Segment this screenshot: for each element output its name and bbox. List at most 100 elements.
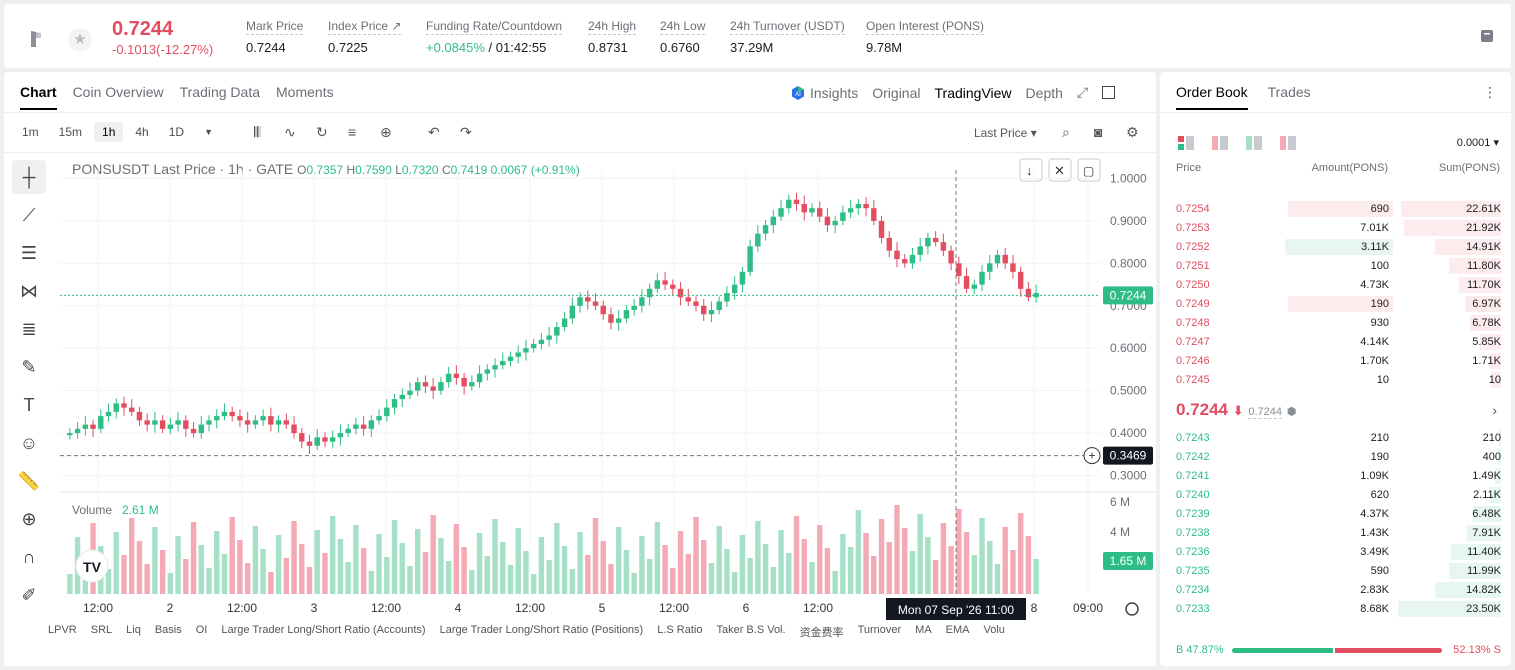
tab-original[interactable]: Original xyxy=(872,84,921,101)
tab-chart[interactable]: Chart xyxy=(20,84,57,110)
volume-bar xyxy=(554,523,560,594)
ask-row[interactable]: 0.7246 1.70K 1.71K xyxy=(1176,352,1501,370)
bid-row[interactable]: 0.7241 1.09K 1.49K xyxy=(1176,467,1501,485)
book-asks-view-icon[interactable] xyxy=(1212,136,1228,150)
ask-row[interactable]: 0.7252 3.11K 14.91K xyxy=(1176,238,1501,256)
lock-drawing-tool-icon[interactable]: ✐ xyxy=(21,584,37,605)
mark-price-label[interactable]: Mark Price xyxy=(246,19,304,35)
indicator-2[interactable]: Liq xyxy=(126,624,141,636)
indicator-10[interactable]: Turnover xyxy=(857,624,902,636)
replay-icon[interactable]: ↻ xyxy=(316,124,328,140)
more-menu-icon[interactable]: ⋮ xyxy=(1483,84,1497,100)
indicator-11[interactable]: MA xyxy=(915,624,932,636)
timeframe-4h[interactable]: 4h xyxy=(135,125,149,139)
volume-bar xyxy=(623,550,630,594)
bid-row[interactable]: 0.7239 4.37K 6.48K xyxy=(1176,505,1501,523)
ask-row[interactable]: 0.7249 190 6.97K xyxy=(1176,295,1501,313)
emoji-tool-icon[interactable]: ☺ xyxy=(19,432,39,453)
tradingview-logo-glyph: TV xyxy=(83,559,102,575)
bid-row[interactable]: 0.7233 8.68K 23.50K xyxy=(1176,600,1501,618)
bid-row[interactable]: 0.7243 210 210 xyxy=(1176,429,1501,447)
tab-depth[interactable]: Depth xyxy=(1025,84,1063,101)
volume-bar xyxy=(430,515,436,594)
bid-row[interactable]: 0.7235 590 11.99K xyxy=(1176,562,1501,580)
funding-rate-label[interactable]: Funding Rate/Countdown xyxy=(426,19,563,35)
indicators-icon[interactable]: ∿ xyxy=(284,124,296,140)
indicator-0[interactable]: LPVR xyxy=(48,624,77,636)
add-alert-icon[interactable]: ⊕ xyxy=(380,124,392,140)
indicator-5[interactable]: Large Trader Long/Short Ratio (Accounts) xyxy=(221,624,426,636)
row-amount: 190 xyxy=(1370,451,1389,463)
tab-tradingview[interactable]: TradingView xyxy=(934,84,1012,101)
ask-row[interactable]: 0.7247 4.14K 5.85K xyxy=(1176,333,1501,351)
timeframe-1h[interactable]: 1h xyxy=(94,122,124,142)
redo-icon[interactable]: ↷ xyxy=(460,124,472,140)
bid-row[interactable]: 0.7240 620 2.11K xyxy=(1176,486,1501,504)
volume-bar xyxy=(979,518,985,594)
ask-row[interactable]: 0.7254 690 22.61K xyxy=(1176,200,1501,218)
candle-body xyxy=(237,416,243,421)
magnet-tool-icon[interactable]: ∩ xyxy=(22,546,36,567)
book-both-view-icon[interactable] xyxy=(1178,136,1194,150)
ask-row[interactable]: 0.7253 7.01K 21.92K xyxy=(1176,219,1501,237)
ruler-tool-icon[interactable]: 📏 xyxy=(17,470,41,491)
indicator-12[interactable]: EMA xyxy=(945,624,970,636)
crosshair-price-tag xyxy=(1103,446,1153,465)
bid-row[interactable]: 0.7236 3.49K 11.40K xyxy=(1176,543,1501,561)
ask-row[interactable]: 0.7248 930 6.78K xyxy=(1176,314,1501,332)
favorite-star-icon[interactable]: ★ xyxy=(68,28,92,52)
bid-row[interactable]: 0.7234 2.83K 14.82K xyxy=(1176,581,1501,599)
index-price-label[interactable]: Index Price ↗ xyxy=(328,19,402,35)
book-bids-view-icon[interactable] xyxy=(1246,136,1262,150)
candle-type-icon[interactable]: 𝄃𝄃 xyxy=(254,124,261,140)
price-source-select[interactable]: Last Price ▾ xyxy=(974,126,1037,140)
row-amount: 10 xyxy=(1376,374,1389,386)
timeframe-dropdown-icon[interactable]: ▼ xyxy=(204,127,213,137)
precision-select[interactable]: 0.0001 ▾ xyxy=(1456,137,1499,149)
tab-moments[interactable]: Moments xyxy=(276,84,334,100)
indicator-8[interactable]: Taker B.S Vol. xyxy=(716,624,786,636)
indicator-4[interactable]: OI xyxy=(195,624,208,636)
undo-icon[interactable]: ↶ xyxy=(428,124,440,140)
bid-row[interactable]: 0.7242 190 400 xyxy=(1176,448,1501,466)
candle-body xyxy=(229,411,235,417)
ask-row[interactable]: 0.7251 100 11.80K xyxy=(1176,257,1501,275)
indicator-6[interactable]: Large Trader Long/Short Ratio (Positions… xyxy=(439,624,644,636)
chevron-right-icon[interactable]: › xyxy=(1492,402,1497,418)
ask-row[interactable]: 0.7250 4.73K 11.70K xyxy=(1176,276,1501,294)
camera-icon[interactable]: ◙ xyxy=(1094,124,1103,140)
indicator-3[interactable]: Basis xyxy=(154,624,182,636)
indicator-13[interactable]: Volu xyxy=(983,624,1005,636)
crosshair-tool-icon[interactable]: ┼ xyxy=(12,160,46,194)
notes-icon[interactable] xyxy=(1479,28,1495,44)
expand-icon[interactable]: ⤢ xyxy=(1076,84,1089,100)
fib-tool-icon[interactable]: ≣ xyxy=(21,318,37,339)
timeframe-15m[interactable]: 15m xyxy=(58,125,83,139)
bid-row[interactable]: 0.7238 1.43K 7.91K xyxy=(1176,524,1501,542)
ask-row[interactable]: 0.7245 10 10 xyxy=(1176,371,1501,389)
brush-tool-icon[interactable]: ✎ xyxy=(21,356,37,377)
text-tool-icon[interactable]: T xyxy=(23,394,35,415)
pattern-tool-icon[interactable]: ⋈ xyxy=(20,280,38,301)
indicator-1[interactable]: SRL xyxy=(90,624,113,636)
tab-coin-overview[interactable]: Coin Overview xyxy=(72,84,164,100)
trendline-tool-icon[interactable]: ⟋ xyxy=(22,204,36,225)
horizontal-lines-tool-icon[interactable]: ☰ xyxy=(20,242,38,263)
indicator-9[interactable]: 资金费率 xyxy=(799,627,844,639)
layout-icon[interactable]: ≡ xyxy=(348,124,357,140)
tab-trades[interactable]: Trades xyxy=(1267,84,1311,100)
insights-button[interactable]: AI Insights xyxy=(790,85,858,101)
window-icon[interactable] xyxy=(1102,86,1116,99)
volume-bar xyxy=(445,561,452,594)
zoom-in-tool-icon[interactable]: ⊕ xyxy=(21,508,37,529)
search-icon[interactable]: ⌕ xyxy=(1062,124,1070,140)
timeframe-1m[interactable]: 1m xyxy=(22,125,39,139)
price-chart[interactable]: PONSUSDT Last Price · 1h · GATE O0.7357 … xyxy=(60,154,1156,624)
settings-gear-icon[interactable]: ⚙ xyxy=(1126,124,1139,140)
tab-trading-data[interactable]: Trading Data xyxy=(179,84,261,100)
indicator-7[interactable]: L.S Ratio xyxy=(657,624,703,636)
book-split-view-icon[interactable] xyxy=(1280,136,1296,150)
timeframe-1d[interactable]: 1D xyxy=(168,125,185,139)
volume-bar xyxy=(932,560,939,594)
tab-order-book[interactable]: Order Book xyxy=(1176,84,1248,110)
